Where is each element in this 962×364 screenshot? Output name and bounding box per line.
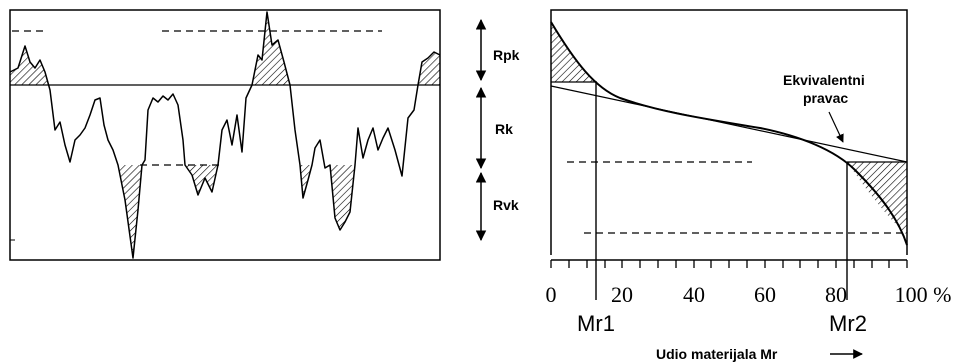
x-axis-ticks <box>550 260 908 268</box>
peak-hatch-area <box>10 46 48 85</box>
valley-hatch-area <box>118 165 142 258</box>
equivalent-line <box>550 85 908 163</box>
x-tick-label: 20 <box>611 282 633 307</box>
roughness-profile-line <box>9 11 441 259</box>
equivalent-line-label: Ekvivalentni <box>783 72 865 88</box>
curve-frame <box>550 9 908 255</box>
mr1-label: Mr1 <box>577 311 615 336</box>
x-tick-label: 80 <box>825 282 847 307</box>
x-tick-label: 40 <box>683 282 705 307</box>
abbott-curve-panel: Ekvivalentni pravac 0 20 40 60 80 100 % … <box>546 9 952 362</box>
callout-arrow <box>828 111 844 143</box>
abbott-curve <box>550 21 908 246</box>
equivalent-line-label: pravac <box>803 90 848 106</box>
mr2-label: Mr2 <box>829 311 867 336</box>
x-axis-title: Udio materijala Mr <box>656 346 778 362</box>
valley-hatch-area <box>847 162 907 235</box>
peak-hatch-area <box>252 12 290 85</box>
x-tick-label: 100 % <box>895 282 952 307</box>
profile-frame <box>9 9 441 261</box>
rk-label: Rk <box>495 121 513 137</box>
peak-hatch-area <box>551 22 597 82</box>
peak-hatch-area <box>418 52 440 85</box>
roughness-profile-panel <box>9 9 441 261</box>
roughness-parameters-scale: Rpk Rk Rvk <box>475 18 520 242</box>
x-tick-label: 0 <box>546 282 557 307</box>
rpk-label: Rpk <box>493 47 520 63</box>
rvk-label: Rvk <box>493 197 519 213</box>
x-tick-label: 60 <box>754 282 776 307</box>
